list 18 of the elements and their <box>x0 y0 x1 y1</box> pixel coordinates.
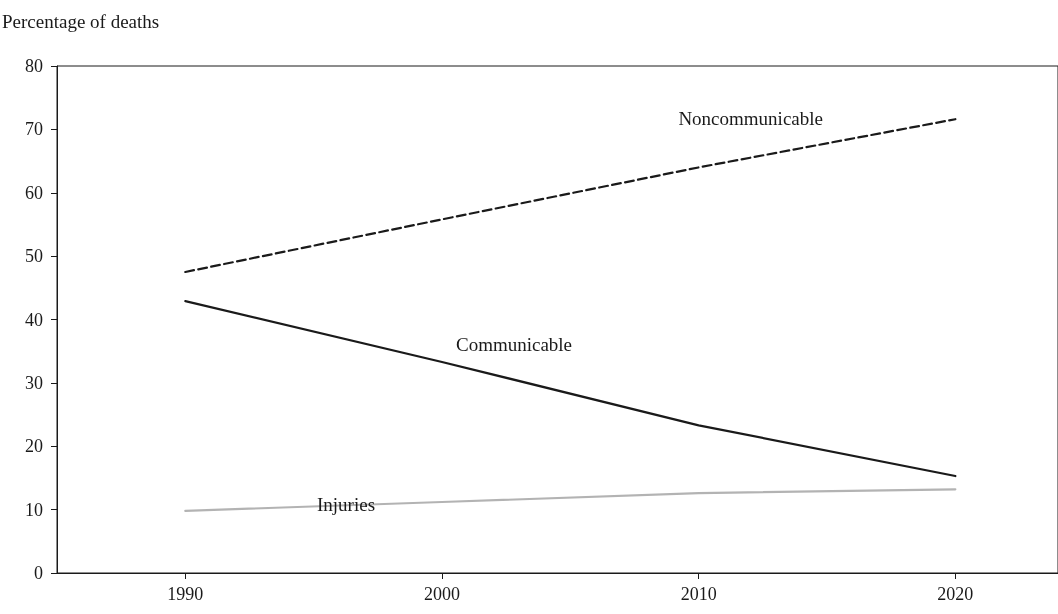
series-label: Injuries <box>316 493 376 515</box>
y-tick-label: 40 <box>25 309 43 330</box>
x-tick-label: 2000 <box>424 584 460 604</box>
y-axis-title: Percentage of deaths <box>2 11 160 32</box>
y-tick-label: 10 <box>25 499 43 520</box>
x-tick-label: 2010 <box>680 584 717 604</box>
y-tick-label: 30 <box>25 372 43 393</box>
y-tick-label: 70 <box>25 119 43 140</box>
y-tick-label: 0 <box>34 563 43 583</box>
x-tick-label: 1990 <box>167 584 204 604</box>
y-tick-label: 60 <box>25 182 43 203</box>
y-tick-label: 50 <box>25 246 43 267</box>
series-label: Communicable <box>455 334 573 356</box>
y-tick-label: 20 <box>25 436 43 457</box>
y-tick-label: 80 <box>25 56 43 76</box>
line-series <box>184 300 957 478</box>
series-label: Noncommunicable <box>678 107 823 129</box>
x-tick-label: 2020 <box>937 584 974 604</box>
